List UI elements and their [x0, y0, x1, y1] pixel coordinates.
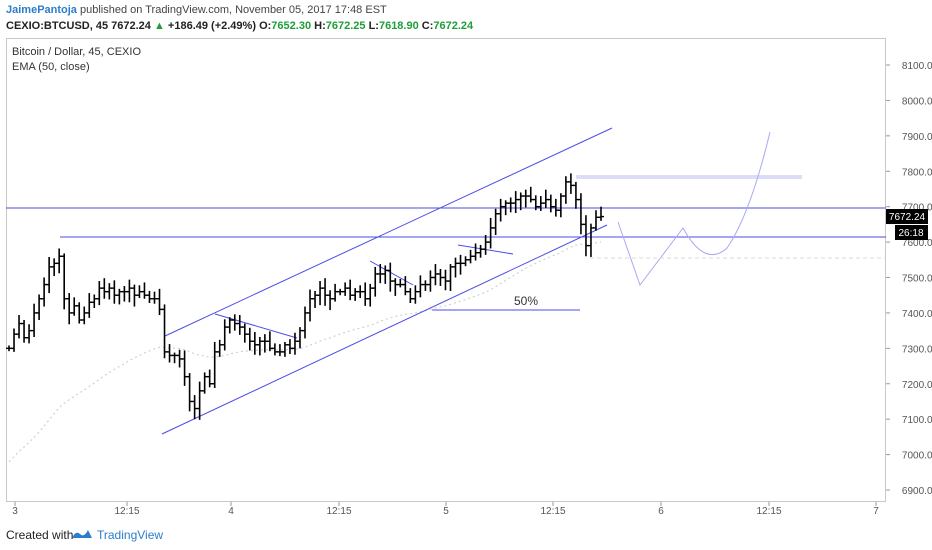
tradingview-logo-icon[interactable] — [70, 526, 94, 542]
price-tick-label: 7100.00 — [902, 415, 932, 426]
price-tick-label: 7700.00 — [902, 203, 932, 214]
time-tick-label: 3 — [12, 506, 18, 517]
time-tick-label: 12:15 — [756, 506, 781, 517]
price-tick-label: 7900.00 — [902, 132, 932, 143]
chart-frame[interactable] — [6, 38, 886, 502]
ema-polyline — [8, 241, 602, 463]
published-text: published on TradingView.com, November 0… — [79, 4, 387, 16]
author-link[interactable]: JaimePantoja — [6, 4, 77, 16]
countdown-tag: 26:18 — [895, 225, 928, 240]
time-tick-label: 6 — [658, 506, 664, 517]
price-tick-label: 7800.00 — [902, 167, 932, 178]
open-label: O: — [259, 20, 272, 32]
price-tick-label: 8100.00 — [902, 61, 932, 72]
high-label: H: — [314, 20, 326, 32]
price-tick-label: 7300.00 — [902, 344, 932, 355]
price-tick-label: 7000.00 — [902, 451, 932, 462]
time-axis: 3 12:15 4 12:15 5 12:15 6 12:15 7 — [12, 502, 879, 517]
ohlc-bars — [6, 173, 604, 420]
time-tick-label: 5 — [443, 506, 449, 517]
last-price-tag: 7672.24 — [886, 209, 928, 224]
footer: Created with TradingView — [0, 518, 932, 550]
publish-line: JaimePantoja published on TradingView.co… — [6, 4, 387, 16]
tradingview-brand-link[interactable]: TradingView — [97, 528, 164, 542]
open-value: 7652.30 — [271, 20, 312, 32]
target-band — [576, 175, 802, 179]
trend-drawings — [6, 127, 886, 435]
high-value: 7672.25 — [325, 20, 366, 32]
last-price: 7672.24 — [111, 20, 151, 32]
change-arrow-icon: ▲ — [153, 20, 165, 32]
price-tick-label: 6900.00 — [902, 486, 932, 497]
created-with-text: Created with — [6, 528, 74, 542]
countdown-tag-text: 26:18 — [898, 228, 923, 239]
time-tick-label: 4 — [228, 506, 234, 517]
close-value: 7672.24 — [433, 20, 474, 32]
price-tick-label: 7600.00 — [902, 238, 932, 249]
time-tick-label: 12:15 — [326, 506, 351, 517]
time-tick-label: 7 — [873, 506, 879, 517]
ema-line — [8, 241, 602, 463]
low-label: L: — [368, 20, 379, 32]
time-tick-label: 12:15 — [114, 506, 139, 517]
change-value: +186.49 (+2.49%) — [167, 20, 256, 32]
price-tick-label: 8000.00 — [902, 96, 932, 107]
channel-upper-line[interactable] — [164, 127, 613, 337]
last-price-tag-text: 7672.24 — [889, 212, 926, 223]
low-value: 7618.90 — [378, 20, 419, 32]
fib-50-label: 50% — [514, 294, 538, 308]
flag-line-1[interactable] — [214, 313, 298, 339]
quote-line: CEXIO:BTCUSD, 45 7672.24 ▲ +186.49 (+2.4… — [6, 20, 473, 32]
projection-path — [617, 131, 771, 287]
price-tick-label: 7500.00 — [902, 274, 932, 285]
channel-lower-line[interactable] — [161, 224, 608, 435]
price-tick-label: 7400.00 — [902, 309, 932, 320]
indicator-legend: EMA (50, close) — [12, 61, 90, 73]
time-tick-label: 12:15 — [540, 506, 565, 517]
price-chart[interactable]: 6900.00 7000.00 7100.00 7200.00 7300.00 7400.… — [0, 0, 932, 518]
price-tick-label: 7200.00 — [902, 380, 932, 391]
header-bar: JaimePantoja published on TradingView.co… — [0, 0, 932, 38]
symbol-label: CEXIO:BTCUSD, 45 — [6, 20, 109, 32]
chart-title: Bitcoin / Dollar, 45, CEXIO — [12, 46, 141, 58]
close-label: C: — [421, 20, 434, 32]
price-axis: 6900.00 7000.00 7100.00 7200.00 7300.00 7400.… — [886, 61, 932, 497]
